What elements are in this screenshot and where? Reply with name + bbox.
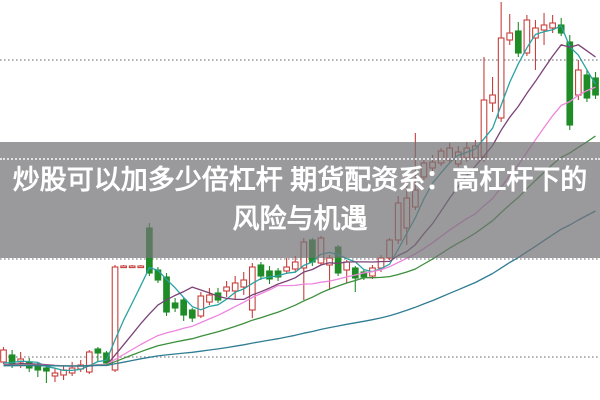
- candle-body: [266, 270, 273, 280]
- candle-body: [489, 94, 496, 104]
- candle-body: [592, 77, 599, 96]
- candle-body: [94, 348, 102, 354]
- candle-body: [128, 265, 136, 269]
- candle-body: [377, 257, 385, 269]
- candle-body: [274, 270, 282, 278]
- candle-body: [326, 257, 333, 266]
- candle-body: [291, 261, 299, 270]
- candle-body: [575, 69, 582, 96]
- candle-body: [506, 32, 514, 41]
- candle-body: [188, 309, 196, 319]
- in-band-gridline: [0, 158, 600, 160]
- candle-body: [360, 271, 368, 278]
- candle-body: [171, 302, 179, 309]
- candle-body: [111, 266, 119, 371]
- candle-body: [197, 295, 205, 317]
- candle-body: [497, 37, 505, 119]
- candle-body: [51, 372, 59, 377]
- candle-body: [85, 351, 93, 373]
- candle-body: [514, 30, 522, 54]
- candle-body: [43, 367, 50, 372]
- candle-body: [0, 349, 7, 363]
- ma-line-ma5: [3, 25, 597, 372]
- candle-body: [17, 358, 25, 363]
- candle-body: [223, 286, 230, 292]
- candle-body: [248, 266, 256, 311]
- candle-body: [583, 74, 591, 99]
- page-title-line1: 炒股可以加多少倍杠杆 期货配资系：高杠杆下的: [12, 165, 588, 195]
- candle-body: [180, 299, 188, 316]
- candle-body: [103, 352, 110, 364]
- title-banner: 炒股可以加多少倍杠杆 期货配资系：高杠杆下的 风险与机遇: [0, 142, 600, 258]
- candle-body: [566, 41, 574, 126]
- candle-body: [163, 276, 170, 313]
- candle-body: [120, 265, 127, 269]
- page-title-line2: 风险与机遇: [232, 204, 368, 234]
- candle-body: [240, 279, 248, 288]
- candle-body: [231, 282, 239, 292]
- candle-body: [283, 266, 290, 272]
- candle-body: [206, 294, 213, 303]
- ma-line-ma60: [3, 210, 596, 367]
- candle-body: [540, 24, 548, 31]
- candle-body: [523, 19, 531, 54]
- candle-body: [137, 265, 145, 269]
- candle-body: [343, 261, 351, 271]
- candle-body: [34, 365, 42, 371]
- candle-body: [549, 22, 556, 29]
- candle-body: [257, 264, 265, 277]
- candle-body: [557, 24, 565, 34]
- candle-body: [351, 267, 359, 279]
